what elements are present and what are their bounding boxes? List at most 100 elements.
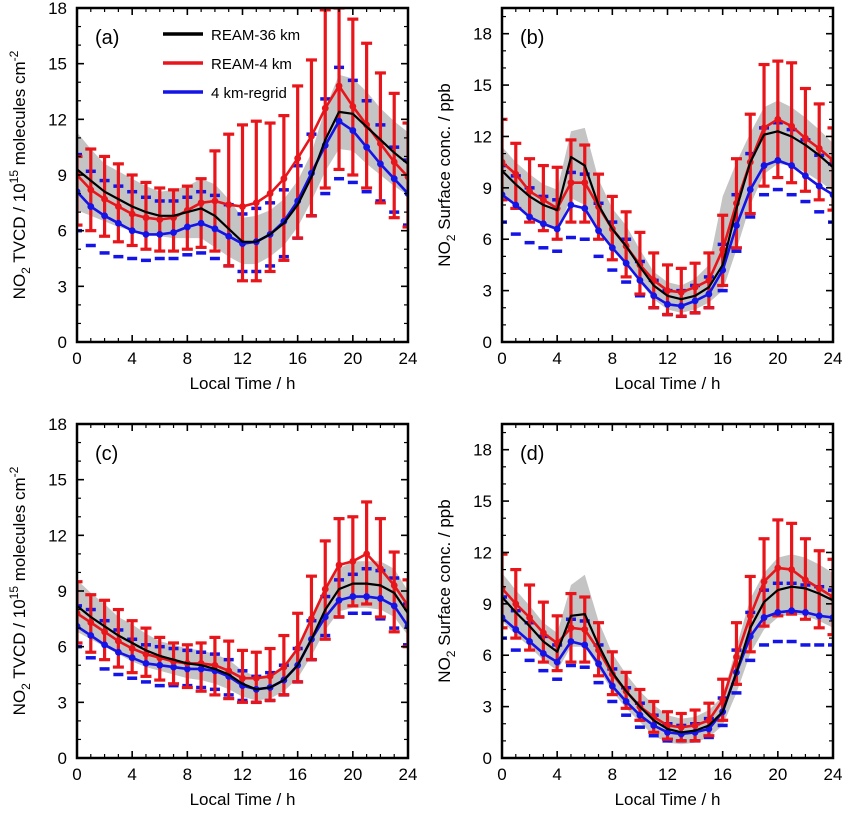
plot-area [77, 8, 408, 283]
ream4-point [774, 115, 782, 123]
regrid-point [156, 661, 164, 669]
x-tick-label: 0 [497, 349, 506, 368]
regrid-point [87, 203, 95, 210]
x-tick-label: 16 [713, 765, 732, 784]
ream4-point [705, 716, 713, 724]
y-tick-label: 3 [58, 693, 67, 712]
ream4-point [526, 614, 533, 621]
regrid-point [225, 232, 233, 240]
regrid-point [774, 609, 782, 616]
ream4-point [581, 626, 589, 633]
regrid-point [101, 641, 108, 649]
y-axis-title: NO2 TVCD / 1015 molecules cm-2 [7, 50, 33, 299]
panel-label: (d) [520, 443, 544, 465]
y-tick-label: 9 [483, 595, 492, 614]
y-title-part: TVCD / 10 [10, 599, 29, 683]
ream4-point [308, 615, 315, 623]
y-axis-title: NO2 Surface conc. / ppb [435, 83, 458, 266]
regrid-point [622, 698, 630, 705]
regrid-point [142, 230, 150, 238]
regrid-point [581, 641, 589, 649]
regrid-point [788, 162, 796, 169]
ream4-point [211, 197, 219, 205]
regrid-point [595, 227, 602, 235]
regrid-point [553, 658, 561, 666]
ream4-point [128, 645, 136, 652]
legend: REAM-36 km REAM-4 km 4 km-regrid [163, 27, 300, 102]
ream4-point [101, 195, 108, 203]
regrid-point [539, 650, 547, 657]
ream4-point [664, 287, 671, 295]
y-tick-label: 18 [48, 0, 67, 18]
ream4-point [677, 288, 685, 296]
ream4-point [788, 566, 796, 573]
ream4-point [581, 179, 589, 187]
y-tick-label: 9 [58, 582, 67, 601]
ream4-point [802, 576, 809, 584]
regrid-point [733, 222, 740, 229]
y-title-part: NO [10, 690, 29, 716]
x-tick-label: 4 [127, 765, 136, 784]
ream4-point [335, 561, 343, 569]
ream4-point [114, 203, 122, 210]
y-title-superscript: -2 [7, 466, 21, 477]
ream4-point [87, 186, 95, 194]
legend-label: REAM-36 km [211, 27, 300, 44]
x-tick-label: 20 [343, 765, 362, 784]
ream4-point [719, 246, 727, 253]
ream4-point [677, 723, 685, 731]
legend-label: REAM-4 km [211, 56, 292, 73]
regrid-point [650, 722, 658, 729]
y-tick-label: 18 [473, 441, 492, 460]
regrid-point [183, 665, 191, 673]
regrid-point [128, 227, 136, 235]
y-title-subscript: 2 [444, 234, 458, 241]
x-tick-label: 4 [552, 349, 561, 368]
y-axis: 0 3 6 9 12 15 18 [473, 15, 833, 352]
x-tick-label: 16 [288, 349, 307, 368]
ream4-point [101, 628, 108, 636]
ream4-point [280, 663, 288, 671]
regrid-point [349, 127, 357, 134]
ream4-point [788, 122, 796, 130]
x-tick-label: 12 [658, 765, 677, 784]
regrid-point [664, 300, 671, 308]
ream4-point [705, 276, 713, 284]
ream4-point [567, 179, 575, 187]
ream4-point [239, 674, 246, 682]
y-axis: 0 3 6 9 12 15 18 [48, 0, 408, 352]
x-tick-label: 8 [183, 765, 192, 784]
ream4-point [539, 629, 547, 637]
ream4-point [377, 565, 384, 573]
x-tick-label: 16 [713, 349, 732, 368]
ream4-point [760, 578, 768, 585]
ream4-point [239, 203, 246, 210]
y-tick-label: 12 [473, 543, 492, 562]
y-tick-label: 12 [48, 526, 67, 545]
ream4-point [225, 201, 233, 209]
y-tick-label: 9 [483, 179, 492, 198]
ream4-point [114, 637, 122, 645]
ream4-point [156, 216, 164, 223]
y-tick-label: 18 [473, 25, 492, 44]
regrid-point [705, 290, 713, 298]
y-tick-label: 3 [483, 282, 492, 301]
ream4-point [691, 283, 699, 291]
regrid-point [512, 626, 520, 633]
y-tick-label: 15 [48, 55, 67, 74]
y-tick-label: 3 [58, 277, 67, 296]
regrid-point [774, 157, 782, 164]
x-axis: 0 4 8 12 16 20 24 [497, 424, 842, 784]
y-title-part: molecules cm [10, 61, 29, 170]
ream4-point [225, 667, 233, 675]
ream4-point [128, 210, 136, 218]
y-axis: 0 3 6 9 12 15 18 [48, 415, 408, 768]
regrid-point [788, 607, 796, 615]
ream4-point [719, 696, 727, 704]
regrid-point [211, 225, 219, 233]
panel-label: (b) [520, 27, 544, 49]
regrid-point [650, 292, 658, 300]
y-title-part: Surface conc. / ppb [435, 499, 454, 650]
ream4-point [363, 550, 371, 558]
